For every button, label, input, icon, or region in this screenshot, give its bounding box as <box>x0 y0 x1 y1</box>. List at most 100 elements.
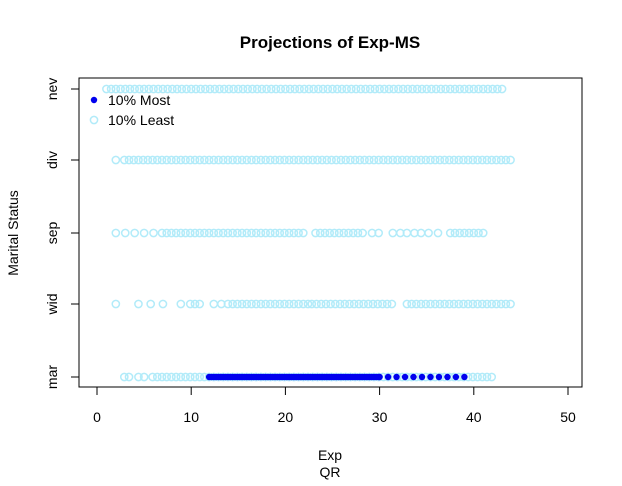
data-point <box>441 84 450 94</box>
data-point <box>496 299 506 309</box>
data-point <box>501 299 511 309</box>
data-point <box>326 299 335 309</box>
data-point <box>233 228 242 238</box>
data-point <box>153 84 163 94</box>
data-point <box>200 228 209 238</box>
data-point <box>468 299 478 309</box>
data-point <box>482 299 492 309</box>
data-point <box>281 84 290 94</box>
data-point <box>337 84 347 94</box>
data-point <box>219 84 229 94</box>
data-point <box>252 84 262 94</box>
data-point <box>382 299 392 309</box>
data-point <box>304 84 314 94</box>
y-tick-label-mar: mar <box>44 365 60 389</box>
data-point <box>294 299 303 309</box>
data-point <box>167 228 176 238</box>
data-point <box>449 299 459 309</box>
data-point <box>408 84 417 94</box>
data-point <box>196 84 205 94</box>
data-point <box>339 228 349 238</box>
data-point <box>162 372 172 382</box>
data-point <box>177 84 187 94</box>
data-point <box>299 84 309 94</box>
data-point <box>430 155 440 165</box>
data-point <box>298 155 308 165</box>
data-point <box>473 155 482 165</box>
data-point <box>460 84 469 94</box>
data-point <box>455 84 465 94</box>
data-point <box>459 155 468 165</box>
data-point <box>237 155 247 165</box>
data-point <box>290 84 300 94</box>
data-point <box>130 228 140 238</box>
data-point <box>106 84 116 94</box>
data-point <box>158 84 168 94</box>
data-point <box>315 228 325 238</box>
x-tick-label: 0 <box>93 409 101 425</box>
data-point <box>285 84 295 94</box>
data-point <box>440 299 449 309</box>
data-point <box>247 155 256 165</box>
data-point <box>284 155 294 165</box>
legend-marker <box>89 115 99 125</box>
data-point <box>176 372 186 382</box>
data-point <box>379 155 388 165</box>
data-point <box>374 228 384 238</box>
data-point <box>331 155 341 165</box>
data-point <box>233 299 242 309</box>
data-point <box>374 155 384 165</box>
data-point <box>330 299 340 309</box>
data-point <box>223 155 233 165</box>
y-tick-label-div: div <box>44 151 60 169</box>
data-point <box>276 84 286 94</box>
data-point <box>167 155 176 165</box>
data-point <box>289 228 299 238</box>
data-point <box>139 228 149 238</box>
data-point <box>176 228 186 238</box>
data-point <box>251 155 261 165</box>
data-point <box>261 155 270 165</box>
data-point <box>111 228 121 238</box>
data-point <box>364 155 374 165</box>
data-point <box>370 84 380 94</box>
data-point <box>427 84 436 94</box>
x-tick-label: 30 <box>372 409 388 425</box>
data-point <box>157 228 167 238</box>
data-point <box>383 372 393 382</box>
data-point <box>411 155 421 165</box>
data-point <box>148 155 157 165</box>
data-point <box>360 155 369 165</box>
data-point <box>228 228 237 238</box>
data-point <box>501 155 511 165</box>
legend-marker <box>90 96 98 104</box>
data-point <box>200 155 209 165</box>
data-point <box>256 155 266 165</box>
data-point <box>410 373 417 381</box>
data-point <box>361 84 370 94</box>
data-point <box>450 84 460 94</box>
data-point <box>251 228 261 238</box>
data-point <box>483 84 493 94</box>
data-point <box>332 84 342 94</box>
data-point <box>345 299 354 309</box>
data-point <box>157 155 167 165</box>
data-point <box>298 299 308 309</box>
data-point <box>463 155 473 165</box>
data-point <box>323 84 333 94</box>
data-point <box>275 299 285 309</box>
data-point <box>334 228 344 238</box>
data-point <box>265 228 275 238</box>
data-point <box>143 155 153 165</box>
x-tick-label: 20 <box>278 409 294 425</box>
data-point <box>111 299 121 309</box>
legend-label: 10% Least <box>108 112 174 128</box>
data-point <box>171 155 181 165</box>
data-point <box>312 299 321 309</box>
data-point <box>477 155 487 165</box>
data-point <box>228 155 237 165</box>
data-point <box>346 84 356 94</box>
data-point <box>314 84 323 94</box>
data-point <box>102 84 111 94</box>
